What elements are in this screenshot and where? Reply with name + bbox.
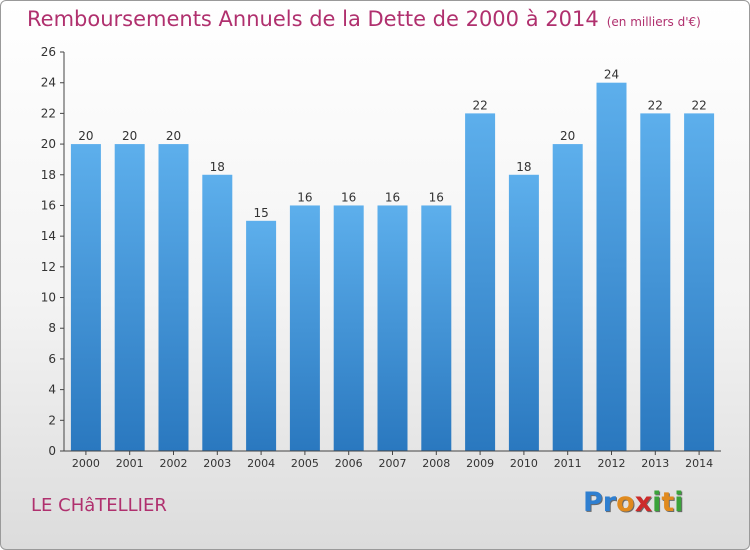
y-tick-label: 4 [48, 383, 56, 397]
bar [246, 220, 277, 451]
bar-value-label: 18 [210, 160, 225, 174]
proxiti-logo: Proxiti [583, 487, 684, 518]
bar [202, 174, 233, 451]
bar-value-label: 16 [429, 190, 444, 204]
x-tick-label: 2011 [554, 457, 582, 470]
x-tick-label: 2008 [422, 457, 450, 470]
y-tick-label: 0 [48, 444, 56, 458]
bar [70, 144, 101, 452]
bar [596, 82, 627, 451]
bar [377, 205, 408, 451]
x-tick-label: 2004 [247, 457, 275, 470]
y-tick-label: 12 [41, 260, 56, 274]
logo-letter: i [652, 487, 662, 518]
bar [508, 174, 539, 451]
bar-value-label: 16 [385, 190, 400, 204]
y-tick-label: 6 [48, 352, 56, 366]
bar [158, 144, 189, 452]
bar-value-label: 24 [604, 68, 619, 82]
bars: 20 20 20 18 15 16 16 16 16 22 18 20 24 22 22 [70, 68, 715, 452]
y-tick-label: 8 [48, 321, 56, 335]
logo-letter: o [616, 487, 635, 518]
chart-unit-label: (en milliers d'€) [606, 15, 701, 29]
bar [552, 144, 583, 452]
bar-value-label: 18 [516, 160, 531, 174]
y-tick-label: 10 [41, 291, 56, 305]
logo-letter: r [602, 487, 617, 518]
bar [684, 113, 715, 451]
x-tick-label: 2010 [510, 457, 538, 470]
x-axis: 2000 2001 2002 2003 2004 2005 2006 2007 2008 2009… [64, 450, 721, 470]
bar-value-label: 20 [560, 129, 575, 143]
x-tick-label: 2013 [641, 457, 669, 470]
bar-value-label: 22 [691, 98, 706, 112]
bar [114, 144, 145, 452]
x-tick-label: 2012 [598, 457, 626, 470]
bar [640, 113, 671, 451]
x-tick-label: 2007 [379, 457, 407, 470]
x-tick-label: 2000 [72, 457, 100, 470]
y-tick-label: 18 [41, 168, 56, 182]
logo-letter: i [674, 487, 684, 518]
bar [421, 205, 452, 451]
bar [289, 205, 320, 451]
x-tick-label: 2001 [116, 457, 144, 470]
x-tick-label: 2003 [203, 457, 231, 470]
x-tick-label: 2014 [685, 457, 713, 470]
y-tick-label: 20 [41, 137, 56, 151]
bar-value-label: 22 [472, 98, 487, 112]
y-tick-label: 26 [41, 45, 56, 59]
y-tick-label: 16 [41, 198, 56, 212]
city-name: LE CHâTELLIER [31, 495, 167, 516]
bar-value-label: 20 [78, 129, 93, 143]
logo-letter: x [634, 487, 653, 518]
bar-value-label: 16 [297, 190, 312, 204]
chart-title: Remboursements Annuels de la Dette de 20… [27, 7, 701, 31]
bar-value-label: 15 [253, 206, 268, 220]
chart-title-text: Remboursements Annuels de la Dette de 20… [27, 7, 599, 31]
bar [465, 113, 496, 451]
x-tick-label: 2005 [291, 457, 319, 470]
y-tick-label: 24 [41, 76, 56, 90]
bar-value-label: 20 [166, 129, 181, 143]
bar-value-label: 20 [122, 129, 137, 143]
x-tick-label: 2009 [466, 457, 494, 470]
x-tick-label: 2002 [160, 457, 188, 470]
bar [333, 205, 364, 451]
bar-value-label: 16 [341, 190, 356, 204]
y-tick-label: 14 [41, 229, 56, 243]
y-tick-label: 22 [41, 106, 56, 120]
logo-letter: P [583, 487, 603, 518]
logo-letter: t [661, 487, 675, 518]
bar-value-label: 22 [648, 98, 663, 112]
x-tick-label: 2006 [335, 457, 363, 470]
y-tick-label: 2 [48, 413, 56, 427]
